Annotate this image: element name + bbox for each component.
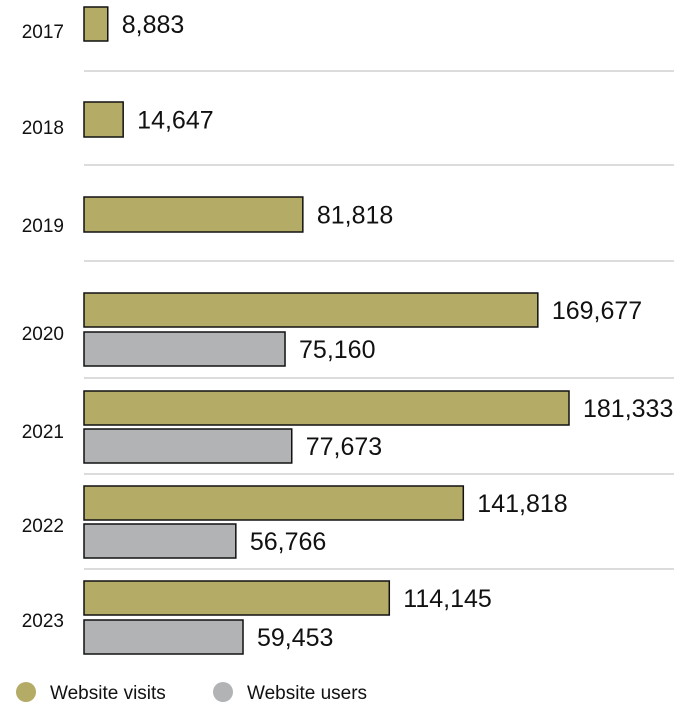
year-label: 2017: [22, 22, 64, 43]
year-label: 2022: [22, 516, 64, 537]
bar-website-visits: [83, 292, 539, 328]
value-label-visits: 169,677: [552, 297, 642, 325]
value-label-visits: 14,647: [137, 107, 213, 135]
value-label-visits: 141,818: [477, 490, 567, 518]
value-label-users: 77,673: [306, 433, 382, 461]
year-label: 2019: [22, 216, 64, 237]
year-label: 2020: [22, 324, 64, 345]
value-label-users: 59,453: [257, 624, 333, 652]
value-label-visits: 181,333: [583, 395, 673, 423]
bar-website-visits: [83, 101, 124, 138]
legend-label-visits: Website visits: [50, 683, 166, 704]
bar-website-users: [83, 331, 286, 367]
bar-website-visits: [83, 390, 570, 426]
labels: 2017 8,883 2018 14,647 2019 81,818 2020 169,677…: [22, 11, 674, 652]
bar-website-visits: [83, 196, 304, 233]
year-label: 2023: [22, 611, 64, 632]
row-separators: [84, 70, 674, 570]
bar-website-visits: [83, 6, 109, 42]
year-label: 2021: [22, 422, 64, 443]
legend-swatch-users: [213, 682, 233, 702]
bar-website-users: [83, 619, 244, 655]
value-label-visits: 81,818: [317, 202, 393, 230]
year-label: 2018: [22, 118, 64, 139]
legend-label-users: Website users: [247, 683, 367, 704]
bars: [83, 6, 570, 655]
legend: Website visits Website users: [16, 682, 367, 704]
value-label-users: 75,160: [299, 336, 375, 364]
bar-website-visits: [83, 580, 391, 616]
value-label-visits: 114,145: [403, 585, 492, 613]
bar-website-visits: [83, 485, 465, 521]
bar-website-users: [83, 523, 237, 559]
value-label-users: 56,766: [250, 528, 326, 556]
bar-website-users: [83, 428, 293, 464]
value-label-visits: 8,883: [122, 11, 185, 39]
legend-swatch-visits: [16, 682, 36, 702]
